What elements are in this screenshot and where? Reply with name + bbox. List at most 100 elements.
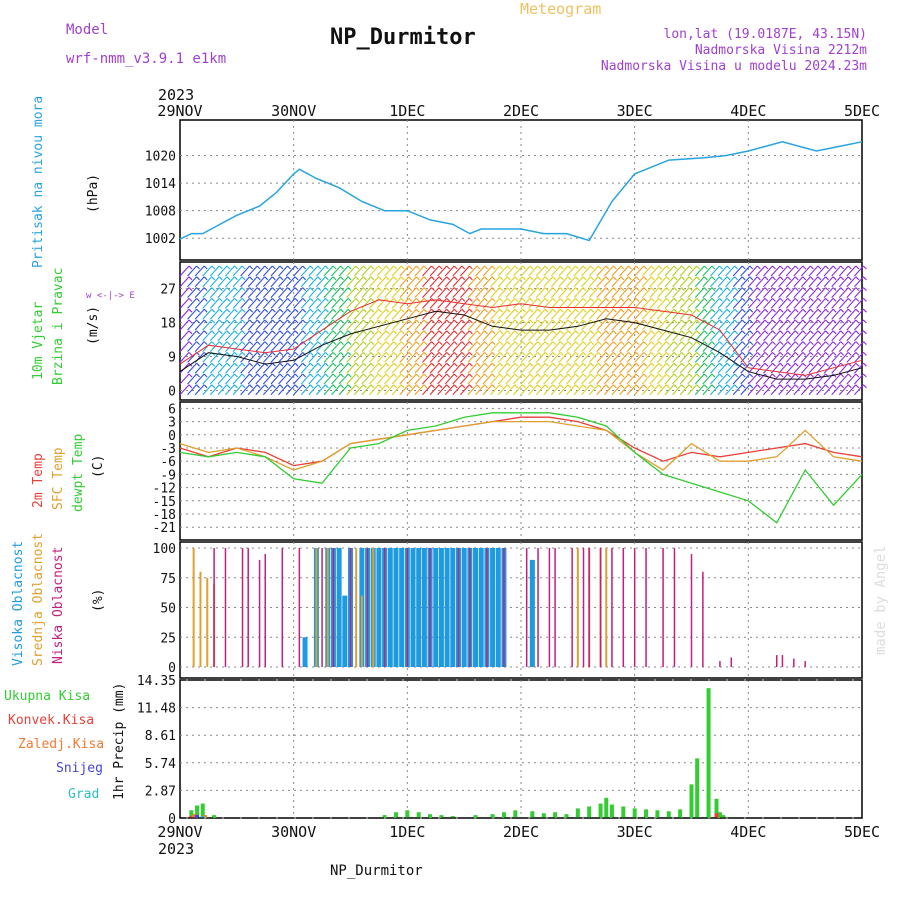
wind-barb — [656, 362, 667, 374]
wind-barb — [838, 384, 849, 396]
wind-barb — [429, 330, 440, 342]
wind-barb — [679, 287, 690, 298]
wind-barb — [550, 384, 561, 396]
wind-barb — [384, 308, 395, 320]
bar-mid-cloud — [206, 577, 209, 667]
wind-barb — [202, 287, 213, 298]
wind-barb — [406, 287, 417, 298]
wind-barb-tick — [408, 276, 413, 281]
wind-barb — [596, 287, 607, 298]
wind-barb — [854, 298, 864, 309]
wind-barb-tick — [302, 352, 307, 356]
wind-barb-tick — [711, 265, 716, 270]
wind-barb-tick — [468, 384, 473, 389]
wind-barb — [278, 330, 288, 342]
wind-barb-tick — [628, 276, 632, 281]
wind-barb-tick — [506, 362, 511, 367]
wind-barb — [270, 341, 281, 352]
wind-barb-tick — [840, 330, 845, 335]
wind-barb-tick — [688, 341, 693, 345]
bar-total-precip — [200, 803, 205, 818]
wind-barb — [179, 308, 190, 320]
wind-barb-tick — [446, 330, 451, 335]
wind-barb — [770, 298, 781, 309]
wind-barb-tick — [688, 373, 693, 378]
wind-barb-tick — [279, 298, 284, 302]
y-tick-label: 1014 — [145, 177, 176, 192]
wind-barb-tick — [476, 384, 481, 389]
wind-barb-tick — [347, 265, 352, 270]
wind-barb-tick — [863, 373, 867, 378]
wind-barb — [763, 298, 773, 309]
wind-barb — [747, 276, 758, 288]
wind-barb — [641, 308, 652, 320]
wind-barb — [710, 341, 720, 352]
wind-barb — [747, 341, 758, 352]
y-tick-label: 75 — [160, 572, 176, 587]
wind-barb-tick — [597, 265, 602, 270]
wind-barb — [444, 287, 455, 298]
wind-barb — [793, 276, 804, 288]
wind-barb-tick — [226, 265, 231, 270]
wind-barb — [566, 298, 576, 309]
x-tick-label-top: 2DEC — [503, 102, 539, 120]
wind-barb — [429, 319, 440, 331]
wind-barb-tick — [188, 352, 193, 356]
wind-barb — [490, 319, 501, 331]
wind-barb-tick — [370, 287, 375, 291]
wind-barb — [838, 352, 849, 363]
y-tick-label: 50 — [160, 602, 176, 617]
wind-barb — [490, 308, 501, 320]
wind-barb-tick — [271, 362, 276, 367]
wind-barb — [262, 298, 273, 309]
wind-barb — [755, 308, 766, 320]
wind-barb — [823, 287, 834, 298]
wind-barb-tick — [628, 308, 632, 313]
wind-barb-tick — [211, 276, 216, 281]
wind-barb-tick — [256, 265, 261, 270]
wind-barb — [247, 373, 258, 385]
wind-barb — [391, 330, 402, 342]
wind-barb — [497, 341, 508, 352]
wind-barb-tick — [794, 330, 799, 335]
wind-barb — [687, 276, 698, 288]
wind-barb-tick — [567, 330, 572, 335]
series-line-wind-speed — [179, 310, 863, 380]
bar-low-cloud — [571, 548, 573, 667]
wind-barb — [717, 330, 728, 342]
wind-barb — [300, 330, 311, 342]
wind-barb-tick — [256, 352, 261, 356]
wind-barb — [422, 330, 432, 342]
wind-barb — [573, 265, 584, 277]
wind-barb-tick — [378, 341, 382, 345]
wind-barb — [247, 298, 258, 309]
wind-barb-tick — [196, 308, 200, 313]
wind-barb — [611, 298, 622, 309]
wind-barb-tick — [597, 308, 602, 313]
wind-barb — [255, 373, 266, 385]
wind-barb-tick — [832, 319, 837, 324]
wind-barb-tick — [522, 362, 526, 367]
wind-barb — [353, 330, 364, 342]
wind-barb — [596, 298, 607, 309]
wind-barb — [626, 276, 637, 288]
wind-barb-tick — [673, 373, 678, 378]
wind-barb — [202, 319, 213, 331]
wind-barb-tick — [302, 373, 307, 378]
wind-barb-tick — [234, 373, 238, 378]
wind-barb-tick — [643, 384, 648, 389]
wind-barb-tick — [794, 341, 799, 345]
station-title: NP_Durmitor — [330, 25, 476, 50]
wind-barb — [331, 341, 341, 352]
wind-barb-tick — [552, 298, 557, 302]
wind-barb-tick — [756, 287, 761, 291]
wind-barb-tick — [294, 330, 299, 335]
wind-barb — [816, 276, 826, 288]
wind-barb — [187, 276, 197, 288]
wind-barb — [490, 276, 501, 288]
wind-barb-tick — [491, 352, 496, 356]
wind-barb-tick — [484, 287, 488, 291]
wind-barb — [740, 341, 751, 352]
wind-barb-tick — [415, 341, 420, 345]
wind-barb-tick — [529, 330, 534, 335]
